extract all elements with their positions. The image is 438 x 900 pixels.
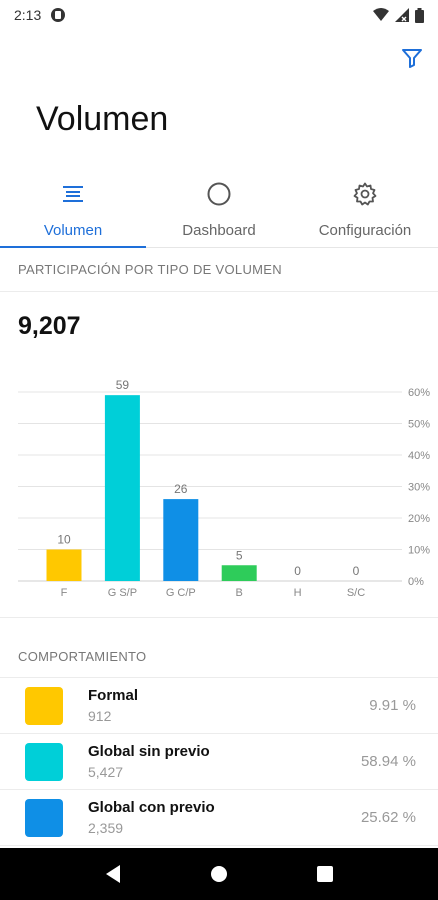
bar-value-label: 10 <box>57 533 71 547</box>
color-swatch <box>25 798 63 837</box>
y-tick-label: 20% <box>408 513 430 525</box>
volume-bar-chart: 0% 10% 20% 30% 40% 50% 60% 10 F 59 G S/P 26 G C/P 5 B 0… <box>18 378 430 599</box>
tab-dashboard[interactable]: Dashboard <box>146 170 292 247</box>
list-lines-icon <box>63 186 83 202</box>
y-tick-label: 0% <box>408 576 424 588</box>
bar <box>104 395 140 581</box>
item-percent: 25.62 % <box>360 809 416 826</box>
home-button[interactable] <box>199 854 239 894</box>
item-count: 5,427 <box>88 764 124 780</box>
tab-label: Configuración <box>318 222 412 239</box>
tab-label: Dashboard <box>182 222 256 239</box>
color-swatch <box>25 686 63 725</box>
bar-value-label: 0 <box>294 564 301 578</box>
wifi-icon <box>373 8 389 21</box>
bar <box>46 549 82 581</box>
x-tick-label: F <box>61 587 68 599</box>
status-icons <box>373 7 424 23</box>
bar-value-label: 26 <box>174 482 188 496</box>
list-item[interactable]: Formal 912 9.91 % <box>0 678 438 734</box>
section-title-participacion: PARTICIPACIÓN POR TIPO DE VOLUMEN <box>0 255 438 292</box>
x-tick-label: H <box>294 587 302 599</box>
circle-icon <box>207 182 231 206</box>
bar-value-label: 0 <box>353 564 360 578</box>
tab-bar: Volumen Dashboard Configuración <box>0 170 438 248</box>
recents-button[interactable] <box>305 854 345 894</box>
page-title: Volumen <box>36 100 169 138</box>
total-value: 9,207 <box>18 312 81 340</box>
battery-icon <box>415 7 424 23</box>
y-tick-label: 40% <box>408 450 430 462</box>
x-tick-label: S/C <box>347 587 365 599</box>
home-icon <box>211 866 227 882</box>
status-bar: 2:13 <box>0 0 438 30</box>
signal-icon <box>395 8 409 22</box>
bar-value-label: 5 <box>236 548 243 562</box>
item-name: Formal <box>88 687 139 704</box>
back-icon <box>106 865 120 883</box>
item-count: 2,359 <box>88 820 124 836</box>
item-name: Global con previo <box>88 799 215 816</box>
gear-icon <box>353 182 377 206</box>
back-button[interactable] <box>93 854 133 894</box>
bar <box>163 499 199 581</box>
system-nav-bar <box>0 848 438 900</box>
tab-volumen[interactable]: Volumen <box>0 170 146 248</box>
bar <box>221 565 257 581</box>
recents-icon <box>317 866 333 882</box>
tab-label: Volumen <box>43 222 103 239</box>
x-tick-label: G C/P <box>166 587 196 599</box>
y-tick-label: 10% <box>408 545 430 557</box>
list-item[interactable]: Global sin previo 5,427 58.94 % <box>0 734 438 790</box>
filter-icon <box>402 49 422 68</box>
filter-button[interactable] <box>398 44 426 72</box>
y-tick-label: 50% <box>408 419 430 431</box>
color-swatch <box>25 742 63 781</box>
y-tick-label: 60% <box>408 387 430 399</box>
bar-value-label: 59 <box>116 378 130 392</box>
tab-configuracion[interactable]: Configuración <box>292 170 438 247</box>
behavior-list: Formal 912 9.91 % Global sin previo 5,42… <box>0 678 438 846</box>
google-icon <box>51 8 66 22</box>
y-tick-label: 30% <box>408 482 430 494</box>
item-name: Global sin previo <box>88 743 210 760</box>
item-percent: 9.91 % <box>369 697 416 714</box>
section-title-comportamiento: COMPORTAMIENTO <box>0 645 438 678</box>
item-count: 912 <box>88 708 112 724</box>
item-percent: 58.94 % <box>360 753 416 770</box>
x-tick-label: G S/P <box>108 587 137 599</box>
divider <box>0 617 438 618</box>
status-time: 2:13 <box>14 7 42 23</box>
list-item[interactable]: Global con previo 2,359 25.62 % <box>0 790 438 846</box>
x-tick-label: B <box>236 587 243 599</box>
